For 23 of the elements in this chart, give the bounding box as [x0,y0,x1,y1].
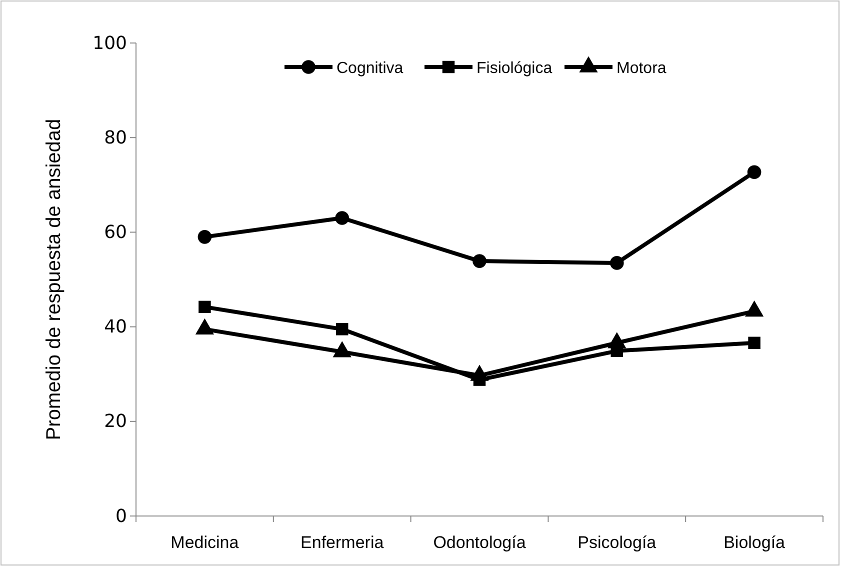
point [748,336,760,350]
legend-label: Fisiológica [476,60,552,77]
point [747,165,762,180]
y-tick-label: 20 [104,411,127,432]
point [198,230,212,244]
point [336,323,348,336]
x-tick-label: Biología [724,533,786,552]
point [335,211,350,225]
x-tick-label: Enfermeria [300,533,384,552]
point [472,254,486,268]
x-tick-label: Psicología [578,533,657,552]
point [198,300,211,314]
x-tick-label: Odontología [433,533,526,552]
legend-label: Motora [616,60,666,77]
y-tick-label: 60 [104,222,127,243]
y-tick-label: 100 [92,32,127,54]
y-axis-title: Promedio de respuesta de ansiedad [43,118,65,440]
point [610,256,624,270]
y-tick-label: 0 [116,506,127,527]
y-tick-label: 80 [104,127,127,148]
x-tick-label: Medicina [170,533,240,552]
y-tick-label: 40 [104,316,127,338]
legend-label: Cognitiva [336,60,404,77]
